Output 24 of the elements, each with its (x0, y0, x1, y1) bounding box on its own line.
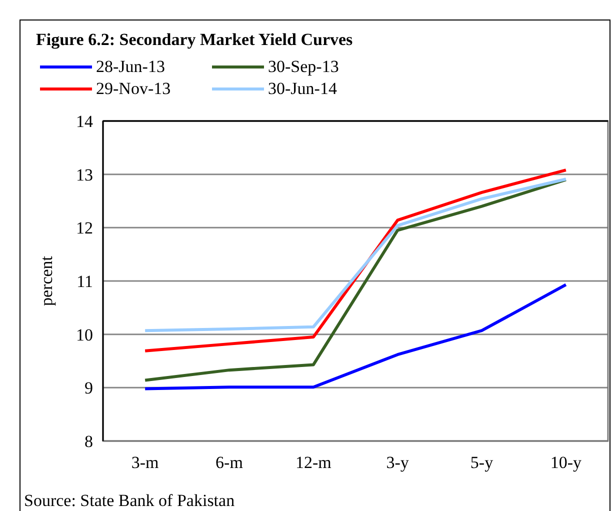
y-tick-label: 11 (76, 272, 93, 291)
x-tick-label: 6-m (216, 453, 243, 472)
y-tick-label: 13 (76, 165, 93, 184)
y-tick-label: 8 (84, 432, 93, 451)
legend-label: 28-Jun-13 (96, 57, 165, 76)
x-tick-label: 3-m (131, 453, 159, 472)
y-tick-label: 14 (76, 112, 94, 131)
source-note: Source: State Bank of Pakistan (24, 491, 236, 510)
y-tick-label: 12 (76, 218, 93, 238)
line-series (144, 283, 568, 390)
line-series (144, 178, 568, 332)
chart-title: Figure 6.2: Secondary Market Yield Curves (36, 30, 354, 49)
x-tick-label: 12-m (295, 453, 332, 472)
legend-label: 30-Sep-13 (268, 57, 339, 76)
line-series (144, 178, 568, 382)
x-tick-label: 5-y (470, 453, 494, 472)
x-tick-label: 3-y (386, 453, 410, 472)
y-tick-label: 9 (84, 378, 93, 398)
x-tick-label: 10-y (550, 453, 582, 472)
legend-label: 29-Nov-13 (96, 79, 171, 98)
line-series (144, 168, 568, 352)
y-axis-title: percent (37, 256, 56, 306)
legend-label: 30-Jun-14 (268, 79, 338, 98)
y-tick-label: 10 (76, 325, 93, 344)
